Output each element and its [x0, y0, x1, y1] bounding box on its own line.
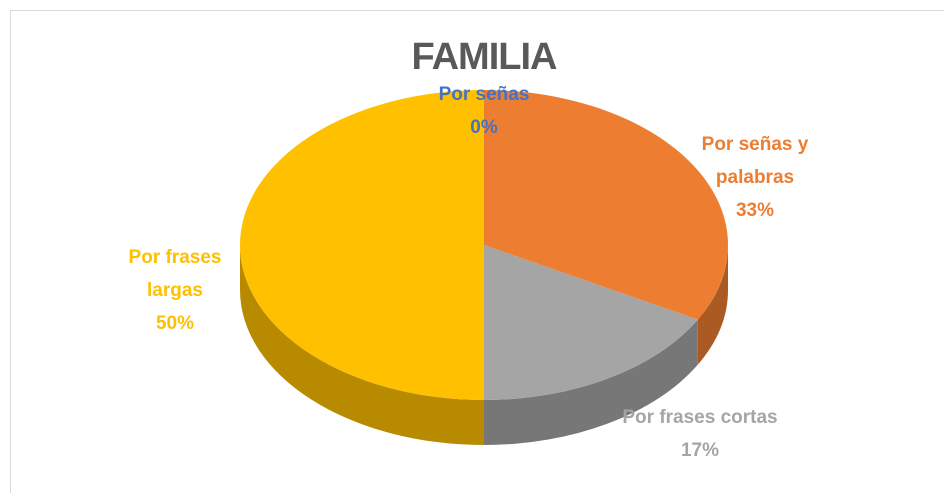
data-label-value: 33% — [735, 200, 775, 221]
data-label-name: Por señas y palabras — [701, 134, 809, 188]
data-label-value: 0% — [470, 117, 498, 138]
data-label-value: 50% — [155, 313, 195, 334]
data-label-name: Por señas — [438, 84, 530, 105]
pie-slice — [484, 245, 698, 400]
pie-slice-side — [484, 319, 698, 445]
pie-slice — [240, 90, 484, 400]
pie-slice — [484, 90, 728, 320]
pie-slice-side — [697, 245, 728, 365]
data-label: Por señas y palabras 33% — [680, 128, 830, 227]
data-label-value: 17% — [680, 440, 720, 461]
data-label: Por frases largas 50% — [105, 241, 245, 340]
data-label-name: Por frases largas — [128, 247, 222, 301]
data-label: Por frases cortas 17% — [620, 401, 780, 467]
chart-frame — [10, 10, 944, 493]
data-label: Por señas 0% — [394, 78, 574, 144]
data-label-name: Por frases cortas — [622, 407, 778, 428]
pie-slice-side — [240, 245, 484, 445]
chart-title: FAMILIA — [411, 36, 558, 78]
